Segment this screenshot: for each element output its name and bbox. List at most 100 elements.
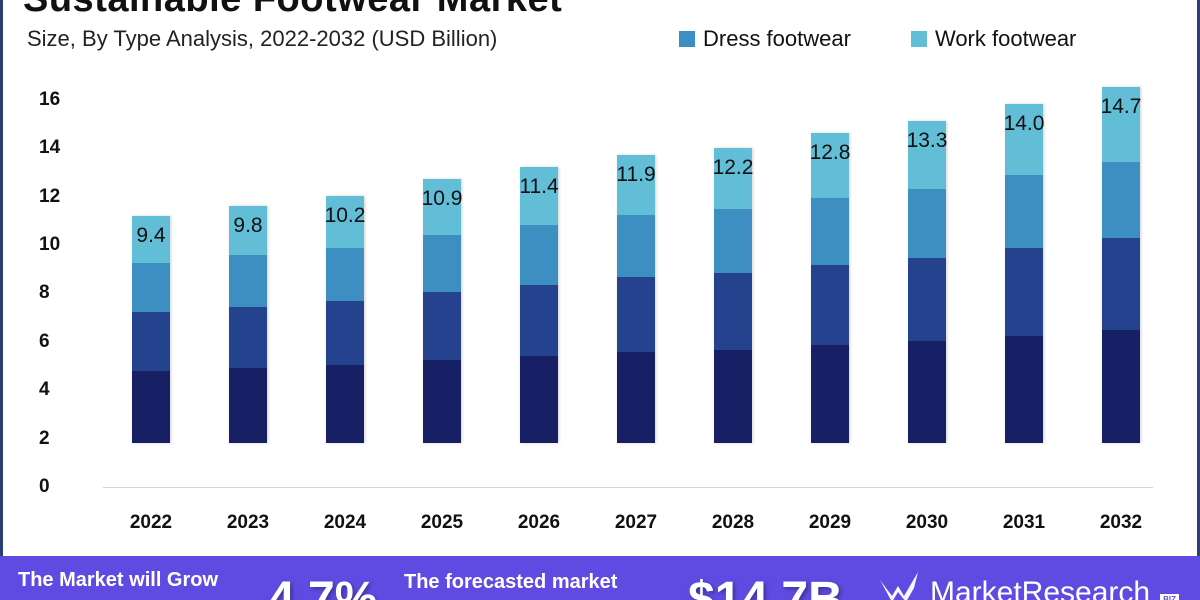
bar-segment — [811, 133, 849, 199]
legend: Dress footwear Work footwear — [679, 26, 1076, 52]
x-tick-label: 2029 — [808, 512, 852, 533]
bar-segment — [132, 371, 170, 443]
bar-segment — [714, 273, 752, 350]
bar-segment — [908, 121, 946, 189]
y-tick-label: 2 — [39, 427, 50, 449]
legend-swatch-icon — [679, 31, 695, 47]
x-tick-label: 2022 — [129, 512, 173, 533]
bar-segment — [1102, 238, 1140, 331]
bar-segment — [326, 365, 364, 443]
bar-segment — [520, 167, 558, 225]
bar-segment — [326, 301, 364, 366]
bar-segment — [423, 179, 461, 235]
bar-segment — [229, 255, 267, 307]
bar-segment — [1005, 104, 1043, 176]
bar-segment — [1102, 161, 1140, 239]
bar-segment — [811, 345, 849, 443]
bar-segment — [617, 155, 655, 216]
bar-segment — [617, 215, 655, 278]
y-tick-label: 14 — [39, 137, 61, 159]
y-tick-label: 10 — [39, 234, 61, 255]
bar-total-label: 10.2 — [324, 204, 366, 228]
bar-segment — [908, 341, 946, 443]
bar-segment — [229, 306, 267, 368]
chart-title: Sustainable Footwear Market — [23, 0, 562, 21]
forecast-value: $14.7B — [688, 573, 843, 600]
stacked-bar-2023 — [229, 205, 267, 443]
bar-segment — [714, 349, 752, 443]
bar-segment — [714, 147, 752, 210]
x-tick-label: 2030 — [905, 512, 949, 533]
x-tick-label: 2026 — [517, 512, 561, 533]
bar-segment — [617, 277, 655, 353]
x-tick-label: 2032 — [1099, 512, 1143, 533]
legend-swatch-icon — [910, 31, 927, 47]
forecast-label: The forecasted market — [404, 571, 618, 593]
bar-total-label: 14.7 — [1100, 95, 1142, 119]
brand-logo-icon — [880, 572, 918, 600]
bar-segment — [811, 198, 849, 265]
bar-total-label: 9.4 — [136, 223, 166, 247]
stacked-bar-2027 — [617, 155, 655, 443]
stacked-bar-2029 — [811, 133, 849, 443]
growth-label: The Market will Grow — [18, 569, 219, 591]
x-tick-label: 2031 — [1002, 512, 1046, 533]
bar-segment — [520, 355, 558, 443]
bar-segment — [423, 359, 461, 443]
bar-segment — [1102, 330, 1140, 443]
bar-total-label: 14.0 — [1003, 112, 1045, 136]
x-tick-label: 2028 — [711, 512, 755, 533]
bar-segment — [229, 367, 267, 443]
y-tick-label: 12 — [39, 185, 61, 207]
bar-segment — [520, 224, 558, 285]
bar-segment — [229, 205, 267, 256]
legend-label: Work footwear — [934, 26, 1077, 51]
bar-segment — [1005, 336, 1043, 443]
bar-total-label: 11.9 — [616, 163, 656, 187]
bar-segment — [423, 234, 461, 292]
stacked-bar-2032 — [1102, 87, 1140, 443]
bar-segment — [908, 258, 946, 342]
stacked-bar-2022 — [132, 215, 170, 443]
bar-segment — [714, 209, 752, 274]
bar-segment — [520, 284, 558, 356]
summary-banner: The Market will Grow 4.7% The forecasted… — [0, 556, 1200, 600]
stacked-bar-2031 — [1005, 104, 1043, 443]
bar-segment — [423, 291, 461, 360]
bar-segment — [326, 196, 364, 248]
bar-segment — [811, 264, 849, 346]
legend-item-dress-footwear: Dress footwear — [679, 26, 851, 52]
bar-segment — [326, 247, 364, 302]
x-tick-label: 2023 — [226, 512, 270, 533]
bar-segment — [1102, 87, 1140, 162]
stacked-bar-2026 — [520, 167, 558, 443]
bar-segment — [1005, 248, 1043, 337]
bar-total-label: 11.4 — [519, 175, 559, 199]
y-tick-label: 6 — [39, 330, 50, 352]
bar-total-label: 12.2 — [712, 155, 754, 179]
bar-segment — [132, 263, 170, 313]
x-tick-label: 2024 — [323, 512, 367, 533]
cagr-value: 4.7% — [268, 573, 378, 600]
x-tick-label: 2027 — [614, 512, 658, 533]
brand-name: MarketResearch — [930, 576, 1151, 600]
stacked-bar-2030 — [908, 121, 946, 443]
y-tick-label: 0 — [39, 476, 50, 497]
bar-segment — [908, 188, 946, 259]
bar-total-label: 10.9 — [421, 187, 463, 211]
stacked-bar-2028 — [714, 147, 752, 443]
legend-label: Dress footwear — [703, 26, 851, 51]
legend-item-work-footwear: Work footwear — [910, 26, 1077, 52]
bar-segment — [617, 352, 655, 443]
y-tick-label: 4 — [39, 379, 50, 401]
x-tick-label: 2025 — [420, 512, 464, 533]
bar-total-label: 12.8 — [809, 141, 851, 165]
bar-segment — [132, 312, 170, 372]
bar-segment — [1005, 175, 1043, 249]
chart-frame: Sustainable Footwear Market Size, By Typ… — [0, 0, 1200, 556]
y-tick-label: 8 — [39, 282, 50, 304]
stacked-bar-2024 — [326, 196, 364, 443]
y-tick-label: 16 — [39, 88, 61, 110]
brand-suffix: BIZ — [1160, 594, 1179, 600]
x-axis-line — [103, 487, 1153, 488]
